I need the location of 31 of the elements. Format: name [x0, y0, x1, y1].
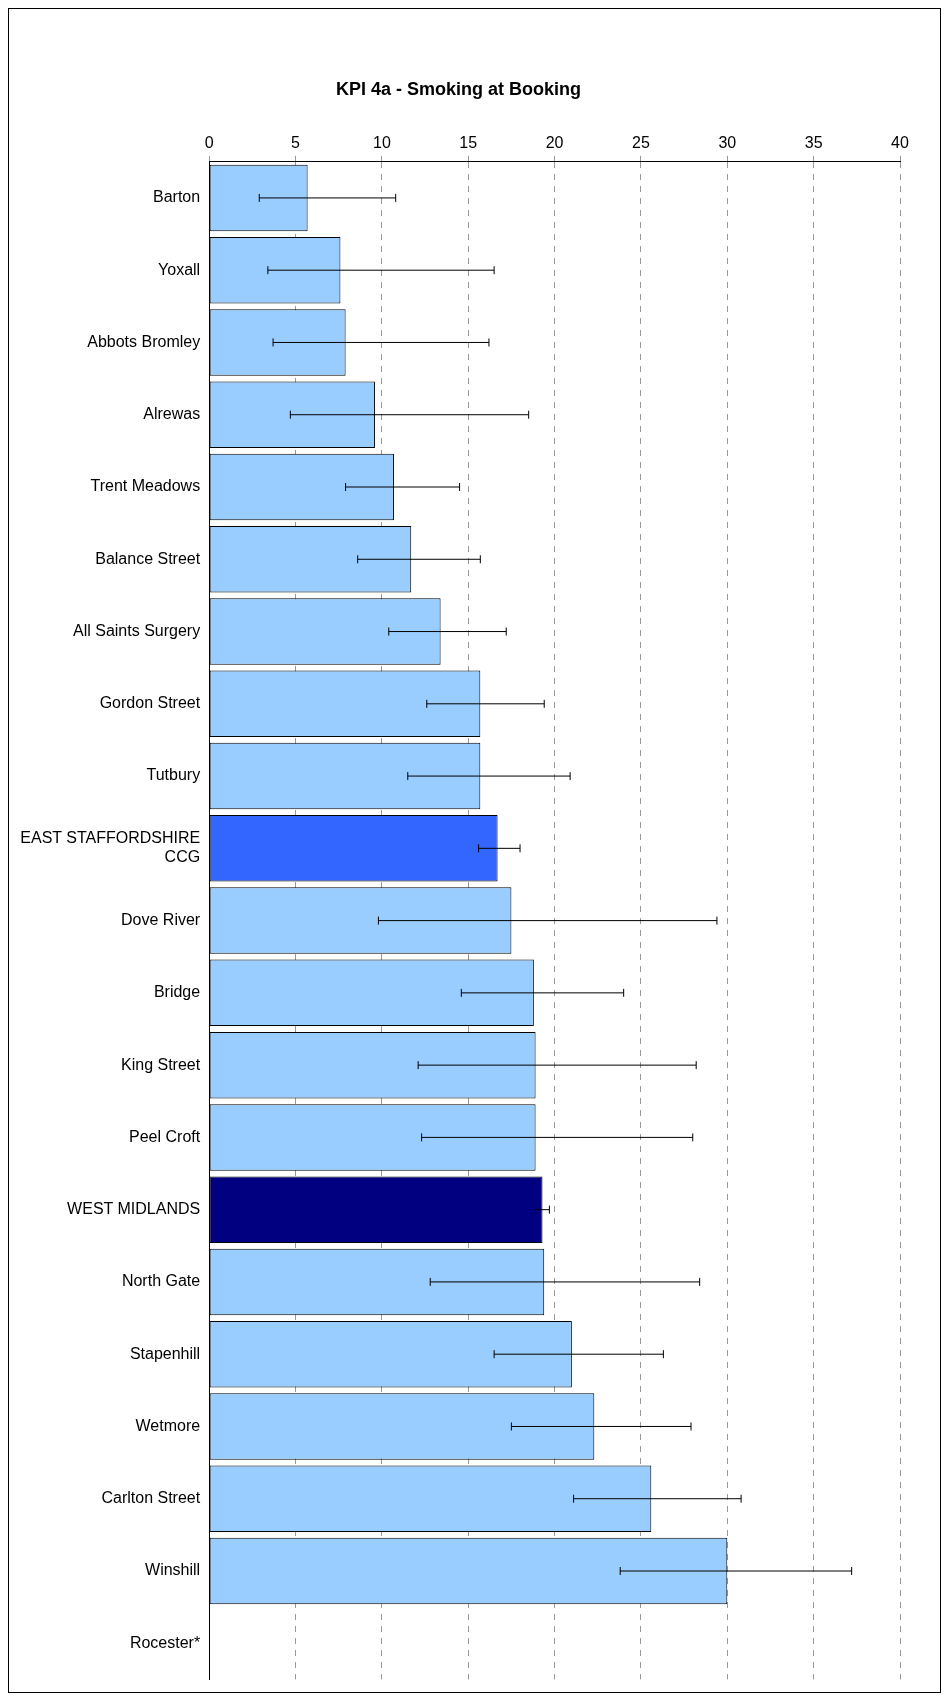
- y-tick-label: Balance Street: [95, 549, 201, 567]
- y-tick-label: Dove River: [121, 911, 201, 929]
- y-tick-label: Bridge: [153, 983, 201, 1001]
- y-tick-label: Winshill: [145, 1561, 201, 1579]
- x-tick-label: 25: [632, 133, 650, 151]
- x-tick-label: 35: [804, 133, 823, 151]
- y-tick-label: Gordon Street: [99, 694, 201, 712]
- y-tick-label: WEST MIDLANDS: [67, 1200, 201, 1218]
- y-tick-label: Yoxall: [158, 260, 201, 278]
- y-tick-label: Carlton Street: [101, 1489, 201, 1507]
- x-tick-label: 15: [459, 133, 478, 151]
- y-tick-label: EAST STAFFORDSHIRE CCG: [20, 829, 201, 866]
- y-tick-label: Peel Croft: [129, 1127, 201, 1145]
- x-tick-label: 20: [545, 133, 564, 151]
- y-tick-label: Alrewas: [143, 405, 201, 423]
- x-tick-label: 30: [718, 133, 737, 151]
- y-tick-label: North Gate: [121, 1272, 201, 1290]
- y-tick-label: All Saints Surgery: [72, 621, 201, 639]
- y-tick-label: Stapenhill: [129, 1344, 201, 1362]
- y-tick-label: Wetmore: [135, 1416, 201, 1434]
- y-tick-label: Tutbury: [146, 766, 201, 784]
- y-tick-label: Rocester*: [129, 1633, 201, 1651]
- y-tick-label: Barton: [153, 188, 201, 206]
- y-tick-label: Abbots Bromley: [87, 332, 201, 350]
- y-tick-label: King Street: [121, 1055, 201, 1073]
- x-tick-label: 40: [891, 133, 909, 151]
- x-tick-label: 0: [204, 133, 214, 151]
- chart-title: KPI 4a - Smoking at Booking: [335, 78, 582, 99]
- x-tick-label: 5: [291, 133, 301, 151]
- x-tick-label: 10: [372, 133, 391, 151]
- y-tick-label: Trent Meadows: [90, 477, 201, 495]
